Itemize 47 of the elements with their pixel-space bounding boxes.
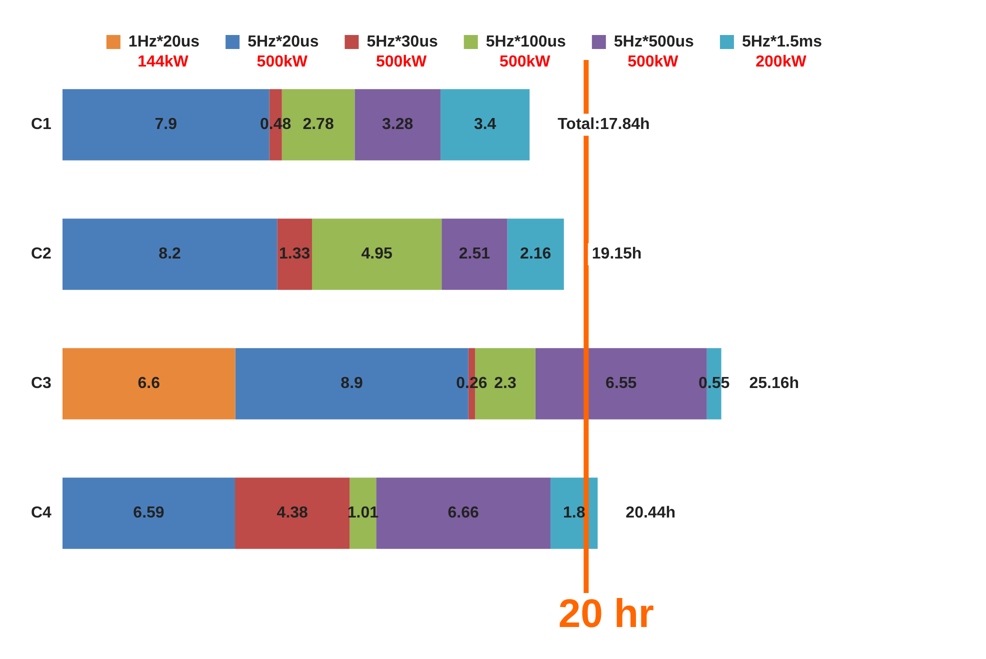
bar	[507, 218, 564, 290]
data-label: 6.66	[448, 504, 480, 522]
legend-label: 5Hz*100us	[486, 33, 566, 50]
annotation: 500kW	[256, 53, 308, 70]
data-label: 4.38	[276, 504, 308, 522]
bar	[442, 218, 508, 290]
annotation: 500kW	[628, 53, 680, 70]
data-label: 2.16	[520, 246, 552, 263]
data-label: 2.51	[458, 246, 490, 263]
data-label: 4.95	[361, 246, 392, 263]
bar	[354, 89, 441, 160]
bar	[312, 218, 442, 290]
bar	[235, 478, 350, 549]
total-label: Total:17.84h	[558, 116, 650, 134]
ref-line-label: 20 hr	[558, 592, 654, 636]
y-tick-label: C4	[31, 504, 52, 522]
annotation: 500kW	[500, 53, 552, 70]
legend-label: 5Hz*20us	[248, 33, 319, 50]
data-label: 6.6	[138, 375, 160, 392]
data-label: 8.9	[340, 375, 364, 392]
data-label: 6.59	[133, 504, 164, 522]
data-label: 2.3	[494, 375, 516, 392]
data-label: 1.33	[279, 246, 310, 263]
annotation: 144kW	[138, 53, 190, 70]
data-label: 8.2	[158, 246, 182, 263]
y-tick-label: C1	[31, 116, 52, 134]
bar	[440, 89, 530, 160]
data-label: 6.55	[606, 375, 637, 392]
data-label: 2.78	[302, 116, 334, 134]
legend-label: 5Hz*1.5ms	[742, 33, 822, 50]
text: 200kW	[756, 53, 808, 70]
total-label: 25.16h	[749, 375, 800, 392]
legend-label: 5Hz*500us	[614, 33, 694, 50]
data-label: 3.28	[382, 116, 414, 134]
data-label: 3.4	[474, 116, 496, 134]
bar	[277, 218, 312, 290]
legend-label: 1Hz*20us	[128, 33, 200, 50]
bar	[62, 348, 236, 420]
data-label: 7.9	[154, 116, 178, 134]
y-tick-label: C3	[31, 375, 52, 392]
bar	[62, 218, 278, 290]
total-label: 19.15h	[592, 246, 642, 263]
y-tick-label: C2	[31, 246, 52, 263]
annotation: 500kW	[376, 53, 428, 70]
legend-label: 5Hz*30us	[366, 33, 438, 50]
total-label: 20.44h	[626, 504, 676, 522]
bar	[62, 478, 236, 549]
